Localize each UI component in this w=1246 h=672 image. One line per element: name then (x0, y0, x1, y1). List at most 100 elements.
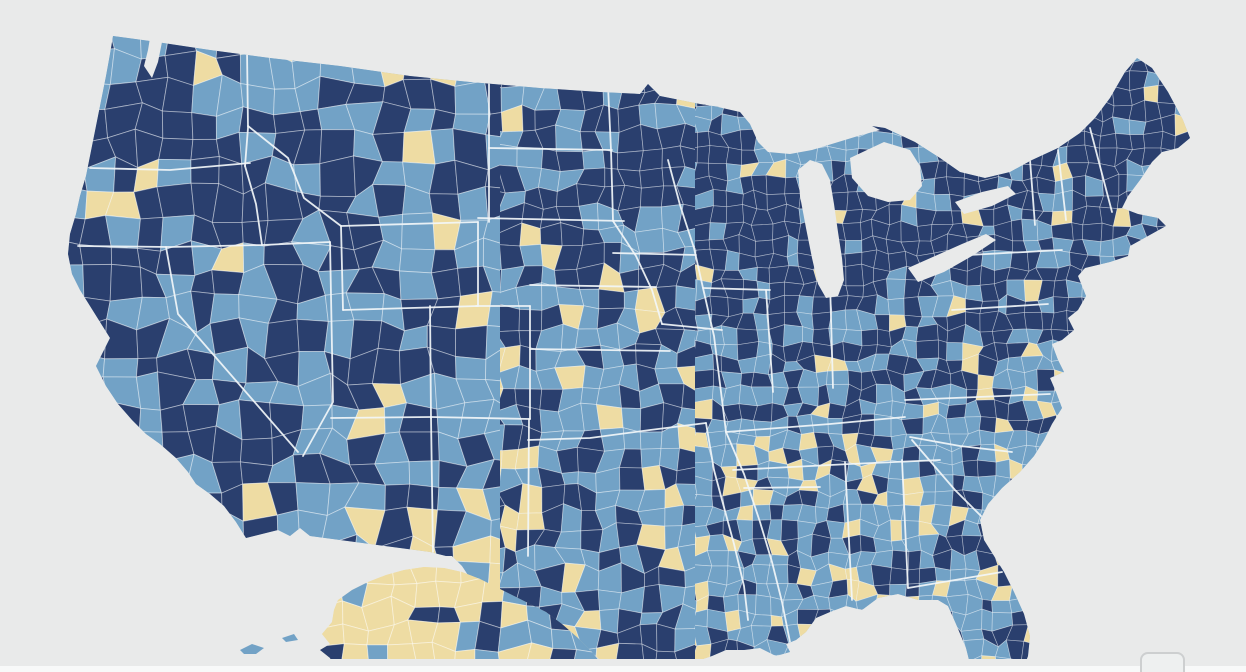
county-cell (1005, 294, 1026, 316)
county-cell (68, 36, 85, 61)
county-cell (770, 596, 785, 618)
county-cell (134, 128, 164, 169)
county-cell (1084, 582, 1103, 597)
county-cell (975, 55, 996, 76)
county-cell (768, 11, 789, 30)
county-cell (133, 186, 164, 220)
county-cell (679, 7, 702, 28)
county-cell (1176, 39, 1190, 62)
county-cell (618, 586, 646, 614)
county-cell (1191, 76, 1208, 92)
county-cell (1053, 563, 1075, 588)
county-cell (1201, 342, 1220, 356)
county-cell (1118, 269, 1135, 286)
county-cell (961, 353, 979, 376)
county-cell (1097, 641, 1114, 661)
county-cell (1177, 175, 1190, 193)
county-cell (903, 314, 923, 328)
county-cell (1099, 548, 1120, 567)
county-cell (813, 57, 833, 75)
partially-visible-map-control-button[interactable] (1140, 652, 1185, 672)
alaska-island-a (240, 644, 264, 654)
county-cell (514, 445, 540, 470)
county-cell (949, 9, 968, 30)
county-cell (1160, 429, 1175, 450)
county-cell (1113, 253, 1135, 272)
county-cell (68, 215, 86, 246)
county-cell (109, 0, 140, 27)
county-cell (1158, 354, 1175, 376)
county-cell (130, 0, 170, 30)
county-cell (263, 589, 301, 623)
county-cell (771, 386, 790, 406)
county-cell (725, 54, 740, 77)
county-cell (211, 182, 244, 223)
county-cell (814, 13, 832, 32)
county-cell (1171, 293, 1190, 318)
county-cell (1201, 509, 1217, 523)
county-cell (68, 154, 88, 192)
county-cell (709, 295, 730, 318)
county-cell (795, 341, 815, 362)
county-cell (23, 537, 52, 573)
county-cell (638, 63, 665, 94)
county-cell (977, 374, 995, 391)
county-cell (708, 85, 725, 107)
county-cell (1112, 479, 1134, 496)
county-cell (1189, 578, 1190, 602)
county-cell (1066, 358, 1088, 376)
county-cell (1187, 284, 1190, 301)
county-cell (1040, 490, 1057, 511)
county-cell (1157, 43, 1179, 63)
county-cell (500, 490, 506, 513)
county-cell (300, 404, 333, 431)
county-cell (158, 137, 194, 161)
county-cell (399, 372, 438, 410)
county-cell (765, 174, 786, 196)
county-cell (1023, 72, 1042, 93)
county-cell (1008, 539, 1029, 553)
county-cell (757, 36, 774, 48)
county-cell (945, 69, 970, 93)
county-cell (1066, 586, 1088, 597)
county-cell (1173, 343, 1190, 356)
county-cell (558, 36, 579, 52)
county-cell (639, 402, 665, 433)
county-cell (79, 48, 115, 85)
county-cell (101, 430, 140, 463)
county-cell (1171, 236, 1190, 254)
county-cell (1206, 103, 1222, 116)
county-cell (994, 417, 1015, 434)
county-cell (723, 594, 739, 613)
county-cell (1067, 551, 1088, 569)
county-cell (1157, 84, 1180, 105)
county-cell (637, 36, 664, 51)
county-cell (917, 594, 933, 611)
county-cell (245, 589, 279, 620)
county-cell (1159, 583, 1178, 603)
county-cell (695, 594, 710, 613)
county-cell (68, 264, 85, 298)
county-cell (1174, 71, 1190, 93)
county-cell (1066, 339, 1088, 360)
county-cell (872, 503, 891, 527)
county-cell (110, 247, 141, 268)
county-cell (903, 13, 922, 28)
county-cell (981, 39, 995, 62)
county-cell (811, 86, 835, 104)
county-cell (814, 506, 829, 524)
county-cell (1022, 581, 1042, 599)
county-cell (402, 78, 436, 110)
county-cell (1204, 71, 1221, 88)
county-cell (1069, 16, 1086, 28)
county-cell (184, 0, 218, 29)
county-cell (430, 128, 456, 165)
county-cell (1186, 551, 1190, 572)
county-cell (1111, 596, 1135, 615)
county-cell (917, 279, 939, 298)
county-cell (946, 145, 970, 162)
county-cell (979, 131, 999, 152)
county-cell (887, 297, 905, 316)
